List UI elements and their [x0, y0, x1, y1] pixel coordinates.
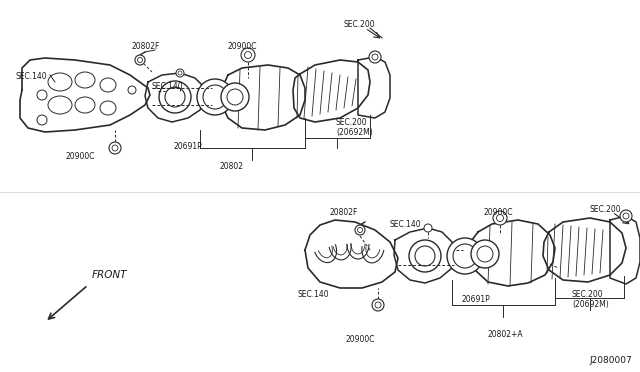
Text: 20900C: 20900C — [345, 335, 374, 344]
Circle shape — [620, 210, 632, 222]
Circle shape — [178, 71, 182, 75]
Circle shape — [37, 90, 47, 100]
Circle shape — [375, 302, 381, 308]
Circle shape — [176, 69, 184, 77]
Text: 20802+A: 20802+A — [488, 330, 524, 339]
Text: 20802: 20802 — [220, 162, 244, 171]
Circle shape — [409, 240, 441, 272]
Polygon shape — [222, 65, 305, 130]
Circle shape — [135, 55, 145, 65]
Circle shape — [372, 299, 384, 311]
Ellipse shape — [100, 78, 116, 92]
Ellipse shape — [75, 97, 95, 113]
Text: J2080007: J2080007 — [589, 356, 632, 365]
Circle shape — [37, 115, 47, 125]
Circle shape — [244, 51, 252, 58]
Circle shape — [221, 83, 249, 111]
Text: 20691P: 20691P — [462, 295, 491, 304]
Circle shape — [159, 81, 191, 113]
Polygon shape — [610, 216, 640, 284]
Ellipse shape — [48, 96, 72, 114]
Polygon shape — [145, 73, 205, 122]
Text: SEC.200: SEC.200 — [590, 205, 621, 214]
Ellipse shape — [48, 73, 72, 91]
Circle shape — [493, 211, 507, 225]
Circle shape — [197, 79, 233, 115]
Text: SEC.200
(20692M): SEC.200 (20692M) — [572, 290, 609, 310]
Circle shape — [415, 246, 435, 266]
Polygon shape — [543, 218, 626, 282]
Circle shape — [369, 51, 381, 63]
Circle shape — [203, 85, 227, 109]
Text: SEC.140: SEC.140 — [15, 72, 47, 81]
Text: 20802F: 20802F — [131, 42, 159, 51]
Polygon shape — [470, 220, 555, 286]
Circle shape — [477, 246, 493, 262]
Circle shape — [497, 215, 504, 221]
Circle shape — [453, 244, 477, 268]
Text: 20900C: 20900C — [65, 152, 95, 161]
Polygon shape — [293, 60, 370, 122]
Polygon shape — [394, 228, 455, 283]
Ellipse shape — [75, 72, 95, 88]
Polygon shape — [305, 220, 398, 288]
Text: 20900C: 20900C — [483, 208, 513, 217]
Circle shape — [355, 225, 365, 235]
Text: 20691P: 20691P — [173, 142, 202, 151]
Text: SEC.140: SEC.140 — [298, 290, 330, 299]
Text: 20900C: 20900C — [228, 42, 257, 51]
Circle shape — [471, 240, 499, 268]
Text: FRONT: FRONT — [92, 270, 127, 280]
Circle shape — [109, 142, 121, 154]
Circle shape — [358, 228, 362, 232]
Text: SEC.200: SEC.200 — [344, 20, 376, 29]
Polygon shape — [20, 58, 150, 132]
Text: 20802F: 20802F — [330, 208, 358, 217]
Circle shape — [138, 58, 143, 62]
Text: SEC.140: SEC.140 — [151, 82, 182, 91]
Circle shape — [165, 87, 185, 107]
Circle shape — [227, 89, 243, 105]
Circle shape — [112, 145, 118, 151]
Circle shape — [447, 238, 483, 274]
Text: SEC.200
(20692M): SEC.200 (20692M) — [336, 118, 372, 137]
Polygon shape — [358, 57, 390, 118]
Ellipse shape — [100, 101, 116, 115]
Text: SEC.140: SEC.140 — [390, 220, 422, 229]
Circle shape — [241, 48, 255, 62]
Circle shape — [424, 224, 432, 232]
Circle shape — [128, 86, 136, 94]
Circle shape — [623, 213, 629, 219]
Circle shape — [372, 54, 378, 60]
